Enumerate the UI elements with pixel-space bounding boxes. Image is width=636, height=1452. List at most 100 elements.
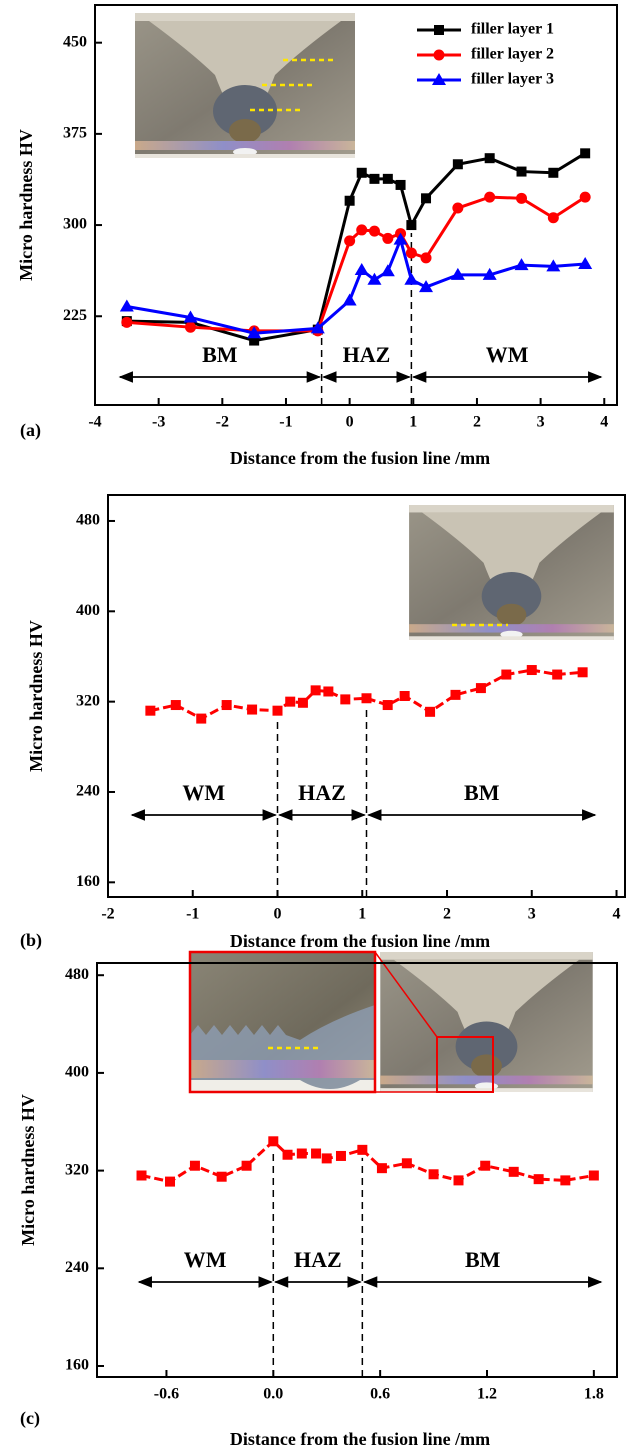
marker [241,1160,252,1171]
marker [357,1144,368,1155]
marker [480,1160,491,1171]
marker [247,704,258,715]
series-line [126,152,586,343]
marker [354,263,369,276]
x-tick-label: -4 [88,414,101,431]
y-tick-label: 480 [65,966,89,983]
marker [484,191,496,203]
marker [196,713,207,724]
marker [382,700,393,711]
marker [321,1153,332,1164]
x-tick-label: 0 [274,906,282,923]
marker [382,173,393,184]
panel-label: (b) [20,930,42,951]
marker [588,1170,599,1181]
marker [452,159,463,170]
marker [452,202,464,214]
zoom-inset [188,950,377,1094]
x-tick-label: 4 [600,414,608,431]
y-tick-label: 480 [76,512,100,529]
marker [450,267,465,280]
marker [419,280,434,293]
x-axis-title: Distance from the fusion line /mm [230,1429,490,1449]
series-line [126,195,586,333]
marker [401,1158,412,1169]
x-tick-label: 1.8 [584,1386,604,1403]
zoom-connector [374,951,438,1038]
legend-marker [432,73,446,85]
marker [311,1148,322,1159]
x-tick-label: 1.2 [477,1386,497,1403]
marker [516,166,527,177]
marker [560,1175,571,1186]
marker [247,326,262,339]
marker [145,705,156,716]
x-tick-label: 2 [443,906,451,923]
marker [249,335,260,346]
region-label: WM [182,780,225,805]
x-tick-label: 1 [409,414,417,431]
marker [425,706,436,717]
marker [310,685,321,696]
marker [216,1171,227,1182]
x-tick-label: -1 [279,414,292,431]
marker [380,264,395,277]
marker [546,259,561,272]
marker [508,1166,519,1177]
marker [382,232,394,244]
zoom-box [436,1036,494,1093]
marker [183,310,198,323]
region-label: HAZ [294,1247,342,1272]
marker [184,321,196,333]
y-tick-label: 375 [63,125,87,142]
marker [344,235,356,247]
region-label: BM [464,780,500,805]
y-tick-label: 320 [76,692,100,709]
y-tick-label: 400 [76,602,100,619]
x-tick-label: 4 [613,906,621,923]
y-tick-label: 300 [63,216,87,233]
region-label: HAZ [298,780,346,805]
marker [475,683,486,694]
x-axis-title: Distance from the fusion line /mm [230,448,490,468]
marker [221,700,232,711]
x-tick-label: 2 [473,414,481,431]
marker [428,1169,439,1180]
x-axis-title: Distance from the fusion line /mm [230,931,490,951]
x-tick-label: 0 [346,414,354,431]
marker [356,224,368,236]
micrograph-inset [409,505,614,640]
marker [482,267,497,280]
marker [368,225,380,237]
x-tick-label: -0.6 [154,1386,179,1403]
series-line [126,234,586,335]
marker [323,686,334,697]
series-line [141,1139,595,1184]
y-axis-title: Micro hardness HV [26,620,46,772]
marker [547,212,559,224]
marker [526,665,537,676]
marker [514,258,529,271]
y-axis-title: Micro hardness HV [16,129,36,281]
marker [136,1170,147,1181]
x-tick-label: 3 [528,906,536,923]
marker [342,293,357,306]
y-tick-label: 160 [76,873,100,890]
marker [577,667,588,678]
marker [501,669,512,680]
marker [335,1150,346,1161]
marker [282,1149,293,1160]
x-tick-label: -1 [186,906,199,923]
marker [579,191,591,203]
x-tick-label: 0.6 [370,1386,390,1403]
region-label: WM [486,342,529,367]
marker [516,192,528,204]
legend-marker [434,25,444,35]
region-label: BM [202,342,238,367]
marker [399,691,410,701]
marker [533,1174,544,1185]
marker [170,700,181,711]
panel-label: (a) [20,420,41,441]
micrograph-inset [380,952,593,1092]
